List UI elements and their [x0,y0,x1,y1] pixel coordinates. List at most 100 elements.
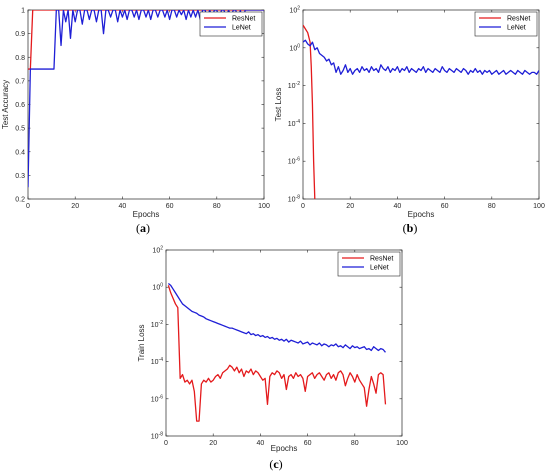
y-tick-exponent: -4 [296,119,301,125]
y-axis-label: Train Loss [137,324,146,361]
legend-entry-lenet: LeNet [370,265,389,272]
chart-c: 0 20 40 60 80 10010-810-610-410-2100102Epochs… [137,246,408,472]
y-tick-exponent: 0 [297,43,300,49]
plot-frame [27,9,265,200]
legend: ResNet LeNet [474,11,538,37]
x-tick-label: 40 [119,203,127,210]
chart-b: 0 20 40 60 80 10010-810-610-410-2100102Epochs… [274,6,545,236]
y-tick-exponent: -8 [296,195,301,201]
legend-entry-lenet: LeNet [507,25,526,32]
legend-box [199,11,263,37]
y-tick-label: 1 [21,8,25,15]
y-tick-label: 10-6 [288,157,300,166]
x-tick-label: 20 [209,440,217,447]
series-line-resnet [167,285,387,422]
x-tick-label: 80 [351,440,359,447]
x-tick-label: 100 [258,203,270,210]
panel-label-letter: a [140,221,146,235]
y-tick-label: 10-8 [151,432,163,441]
y-tick-label: 100 [289,43,300,52]
y-tick-exponent: -6 [296,157,301,163]
x-tick-label: 100 [533,203,545,210]
panel-label: (c) [269,457,282,471]
legend: ResNet LeNet [337,251,401,277]
y-tick-label: 10-4 [151,357,163,366]
x-tick-label: 80 [488,203,496,210]
series-line-lenet [303,39,539,75]
panel-label-letter: b [407,221,414,235]
x-tick-label: 40 [394,203,402,210]
y-tick-label: 102 [289,6,300,15]
chart-a: 0 20 40 60 80 100 0.2 0.3 0.4 0.5 0.6 0.7 0.8 0.9 1 Epo… [1,8,270,236]
series-group [167,282,387,422]
y-tick-base: 10 [288,197,296,204]
y-tick-base: 10 [289,45,297,52]
y-tick-label: 0.5 [15,126,25,133]
panel-label-letter: c [273,457,279,471]
legend-box [474,11,538,37]
series-line-resnet [303,24,316,199]
x-tick-label: 60 [441,203,449,210]
legend-box [337,251,401,277]
y-tick-base: 10 [151,322,159,329]
y-tick-label: 0.6 [15,102,25,109]
x-tick-label: 0 [26,203,30,210]
x-tick-label: 60 [166,203,174,210]
plot-frame [165,249,403,437]
x-tick-label: 40 [257,440,265,447]
y-axis-label: Test Loss [274,88,283,122]
y-tick-label: 10-8 [288,195,300,204]
legend-entry-resnet: ResNet [370,256,393,263]
x-axis-label: Epochs [408,210,435,219]
series-line-resnet [28,10,264,70]
y-tick-label: 0.7 [15,78,25,85]
y-tick-base: 10 [151,434,159,441]
y-tick-label: 0.8 [15,55,25,62]
y-tick-label: 102 [152,246,163,255]
panel-label: (a) [136,221,150,235]
y-tick-base: 10 [288,121,296,128]
y-tick-base: 10 [151,359,159,366]
legend-entry-resnet: ResNet [507,16,530,23]
y-tick-label: 10-4 [288,119,300,128]
legend-entry-resnet: ResNet [232,16,255,23]
legend-entry-lenet: LeNet [232,25,251,32]
x-axis-label: Epochs [133,210,160,219]
plot-frame [302,9,540,200]
y-tick-exponent: -4 [159,357,164,363]
x-tick-label: 20 [346,203,354,210]
y-tick-label: 10-2 [151,320,163,329]
x-tick-label: 100 [396,440,408,447]
series-group [303,24,539,199]
y-tick-exponent: -6 [159,394,164,400]
y-tick-exponent: 0 [160,283,163,289]
y-axis-label: Test Accuracy [1,80,10,129]
y-tick-base: 10 [289,8,297,15]
y-tick-exponent: 2 [160,246,163,252]
x-tick-label: 20 [71,203,79,210]
y-tick-base: 10 [152,248,160,255]
y-tick-exponent: -2 [296,81,301,87]
y-tick-label: 0.4 [15,149,25,156]
x-tick-label: 60 [304,440,312,447]
x-tick-label: 0 [164,440,168,447]
y-tick-label: 10-2 [288,81,300,90]
y-tick-label: 10-6 [151,394,163,403]
y-tick-exponent: -2 [159,320,164,326]
y-tick-exponent: 2 [297,6,300,12]
y-tick-label: 0.2 [15,197,25,204]
y-tick-label: 100 [152,283,163,292]
series-line-lenet [167,282,386,353]
y-tick-base: 10 [288,159,296,166]
y-tick-exponent: -8 [159,432,164,438]
y-tick-base: 10 [152,285,160,292]
y-tick-base: 10 [288,83,296,90]
x-axis-label: Epochs [271,444,298,453]
y-tick-base: 10 [151,396,159,403]
panel-label: (b) [403,221,418,235]
x-tick-label: 0 [301,203,305,210]
y-tick-label: 0.3 [15,173,25,180]
y-tick-label: 0.9 [15,31,25,38]
legend: ResNet LeNet [199,11,263,37]
